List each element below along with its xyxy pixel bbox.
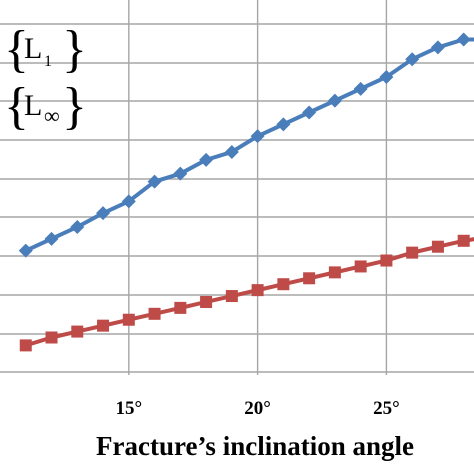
data-point	[225, 290, 238, 303]
data-point	[431, 240, 444, 253]
data-point	[174, 301, 187, 314]
legend-brace-right: }	[62, 78, 87, 135]
data-point	[122, 313, 135, 326]
data-point	[199, 152, 214, 167]
data-point	[277, 278, 290, 291]
legend-subscript: 1	[44, 53, 52, 70]
data-point	[302, 105, 317, 120]
data-point	[327, 93, 342, 108]
series-2	[19, 234, 474, 352]
legend-symbol: L	[24, 32, 42, 65]
series-layer	[18, 32, 474, 352]
data-point	[70, 219, 85, 234]
x-tick-label: 20°	[244, 398, 271, 419]
data-point	[405, 52, 420, 67]
gridlines	[0, 0, 474, 375]
data-point	[96, 206, 111, 221]
data-point	[457, 234, 470, 247]
data-point	[97, 319, 110, 332]
data-point	[147, 174, 162, 189]
data-point	[44, 231, 59, 246]
data-point	[250, 129, 265, 144]
data-point	[380, 254, 393, 267]
data-point	[379, 69, 394, 84]
data-point	[71, 325, 84, 338]
x-axis-title: Fracture’s inclination angle	[96, 431, 414, 461]
x-tick-labels: 15° 20° 25°	[115, 398, 399, 419]
legend: {L 1}{L ∞}	[4, 21, 87, 135]
legend-brace-left: {	[4, 78, 29, 135]
legend-brace-right: }	[62, 21, 87, 78]
data-point	[276, 117, 291, 132]
data-point	[18, 243, 33, 258]
x-tick-label: 25°	[373, 398, 400, 419]
legend-subscript: ∞	[44, 103, 60, 128]
data-point	[148, 307, 161, 320]
x-tick-label: 15°	[115, 398, 142, 419]
legend-brace-left: {	[4, 21, 29, 78]
data-point	[303, 272, 316, 285]
data-point	[328, 266, 341, 279]
data-point	[19, 339, 32, 352]
data-point	[224, 144, 239, 159]
data-point	[353, 81, 368, 96]
data-point	[456, 32, 471, 47]
data-point	[200, 295, 213, 308]
legend-symbol: L	[24, 89, 42, 122]
series-1	[18, 32, 474, 258]
series-line	[24, 37, 474, 253]
data-point	[354, 260, 367, 273]
data-point	[121, 194, 136, 209]
data-point	[430, 40, 445, 55]
data-point	[406, 246, 419, 259]
data-point	[251, 284, 264, 297]
data-point	[45, 331, 58, 344]
data-point	[173, 166, 188, 181]
